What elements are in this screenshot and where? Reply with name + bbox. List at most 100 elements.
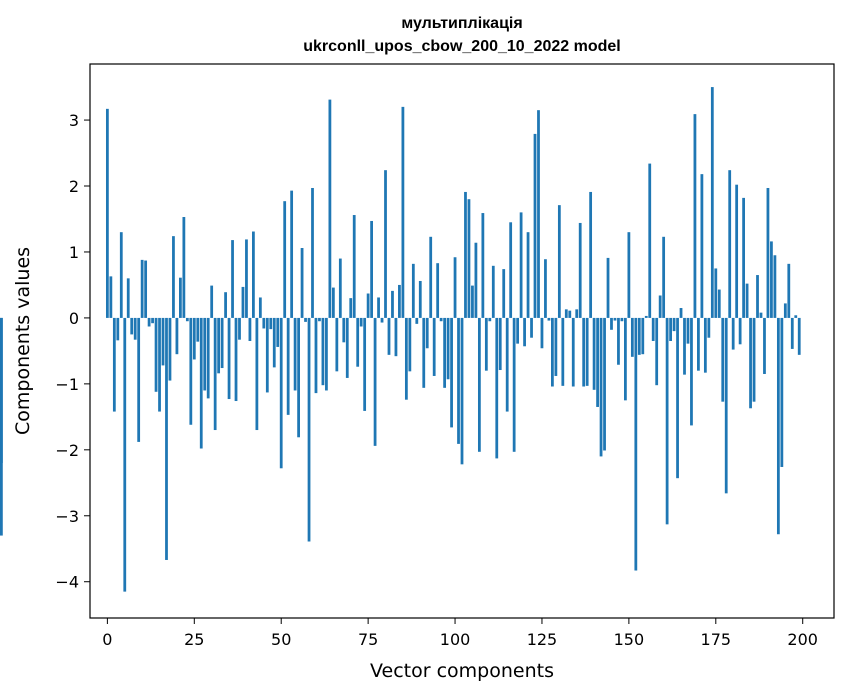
bar-70 xyxy=(349,298,353,318)
bar-128 xyxy=(551,317,554,387)
bar-174 xyxy=(710,87,714,318)
bar-9 xyxy=(137,317,141,442)
bar-160 xyxy=(662,236,666,318)
bar-74 xyxy=(363,317,367,411)
bar-78 xyxy=(377,297,380,318)
bar-3 xyxy=(116,317,120,341)
bar-109 xyxy=(484,317,488,371)
bar-193 xyxy=(776,317,780,535)
bar-10 xyxy=(140,259,144,318)
bar-1 xyxy=(109,276,113,318)
bar-16 xyxy=(161,317,165,366)
bar-157 xyxy=(651,317,655,341)
bar-184 xyxy=(745,283,749,318)
bar-26 xyxy=(196,317,200,342)
bar-68 xyxy=(342,317,346,343)
bar-72 xyxy=(356,317,360,367)
bar-98 xyxy=(446,317,450,380)
bar-185 xyxy=(749,317,752,409)
bar-138 xyxy=(585,317,589,386)
bar-25 xyxy=(192,317,196,360)
bar-45 xyxy=(262,317,266,329)
bar-56 xyxy=(300,248,304,318)
bar-187 xyxy=(756,275,759,318)
bar-75 xyxy=(366,293,370,318)
bar-71 xyxy=(352,215,356,318)
bar-183 xyxy=(742,197,745,318)
bar-38 xyxy=(238,317,241,340)
bar-163 xyxy=(672,317,676,332)
bar-4 xyxy=(119,232,123,318)
bar-172 xyxy=(703,317,707,373)
x-tick-label-50: 50 xyxy=(271,630,291,649)
bar-142 xyxy=(599,317,603,457)
x-tick-label-150: 150 xyxy=(614,630,645,649)
bar-95 xyxy=(436,263,440,318)
bar-173 xyxy=(707,317,711,338)
bar-143 xyxy=(603,317,606,451)
bar-18 xyxy=(168,317,172,381)
bar-86 xyxy=(404,317,408,400)
bar-76 xyxy=(370,220,373,318)
bar-195 xyxy=(783,303,787,318)
bar-196 xyxy=(787,263,791,318)
bar-58 xyxy=(307,317,311,542)
bar-80 xyxy=(384,170,387,318)
bar-144 xyxy=(606,257,610,318)
bar-46 xyxy=(265,317,269,393)
bar-36 xyxy=(231,240,234,318)
bar-139 xyxy=(589,191,593,318)
bar-63 xyxy=(325,317,328,391)
bar-83 xyxy=(394,317,398,357)
bar-34 xyxy=(224,292,227,318)
bar-167 xyxy=(686,317,690,344)
bar-161 xyxy=(665,317,669,525)
bar-89 xyxy=(415,317,419,324)
y-tick-label--4: −4 xyxy=(55,573,79,592)
bar-51 xyxy=(283,201,287,318)
bar-33 xyxy=(220,317,224,369)
bar-107 xyxy=(477,317,481,452)
bar-undefined xyxy=(0,317,3,536)
bar-153 xyxy=(637,317,641,355)
bar-99 xyxy=(450,317,453,428)
bar-60 xyxy=(314,317,318,394)
bar-103 xyxy=(464,191,467,318)
bar-122 xyxy=(530,317,533,338)
bar-176 xyxy=(717,289,721,318)
bar-111 xyxy=(491,265,495,318)
bar-106 xyxy=(474,242,478,318)
bar-61 xyxy=(318,317,321,322)
bar-129 xyxy=(554,317,558,376)
bar-197 xyxy=(790,317,794,349)
bar-156 xyxy=(648,163,652,318)
bar-110 xyxy=(488,317,492,322)
bars-group xyxy=(0,87,801,592)
y-tick-label-2: 2 xyxy=(69,177,79,196)
bar-151 xyxy=(630,317,634,357)
bar-145 xyxy=(610,317,613,330)
bar-124 xyxy=(537,110,540,318)
bar-52 xyxy=(286,317,290,415)
bar-27 xyxy=(199,317,203,449)
bar-121 xyxy=(526,232,530,318)
bar-30 xyxy=(210,285,214,318)
bar-81 xyxy=(387,317,391,355)
bar-14 xyxy=(154,317,158,392)
bar-148 xyxy=(620,317,624,322)
bar-17 xyxy=(165,317,168,560)
bar-116 xyxy=(509,222,513,318)
bar-159 xyxy=(658,295,662,318)
bar-101 xyxy=(457,317,460,444)
bar-188 xyxy=(759,312,763,318)
bar-93 xyxy=(429,236,433,318)
bar-82 xyxy=(391,290,394,318)
x-tick-label-100: 100 xyxy=(440,630,471,649)
bar-97 xyxy=(443,317,447,388)
bar-64 xyxy=(328,99,332,318)
x-tick-label-175: 175 xyxy=(701,630,732,649)
bar-48 xyxy=(272,317,276,368)
bar-115 xyxy=(505,317,509,412)
bar-2 xyxy=(112,317,116,412)
